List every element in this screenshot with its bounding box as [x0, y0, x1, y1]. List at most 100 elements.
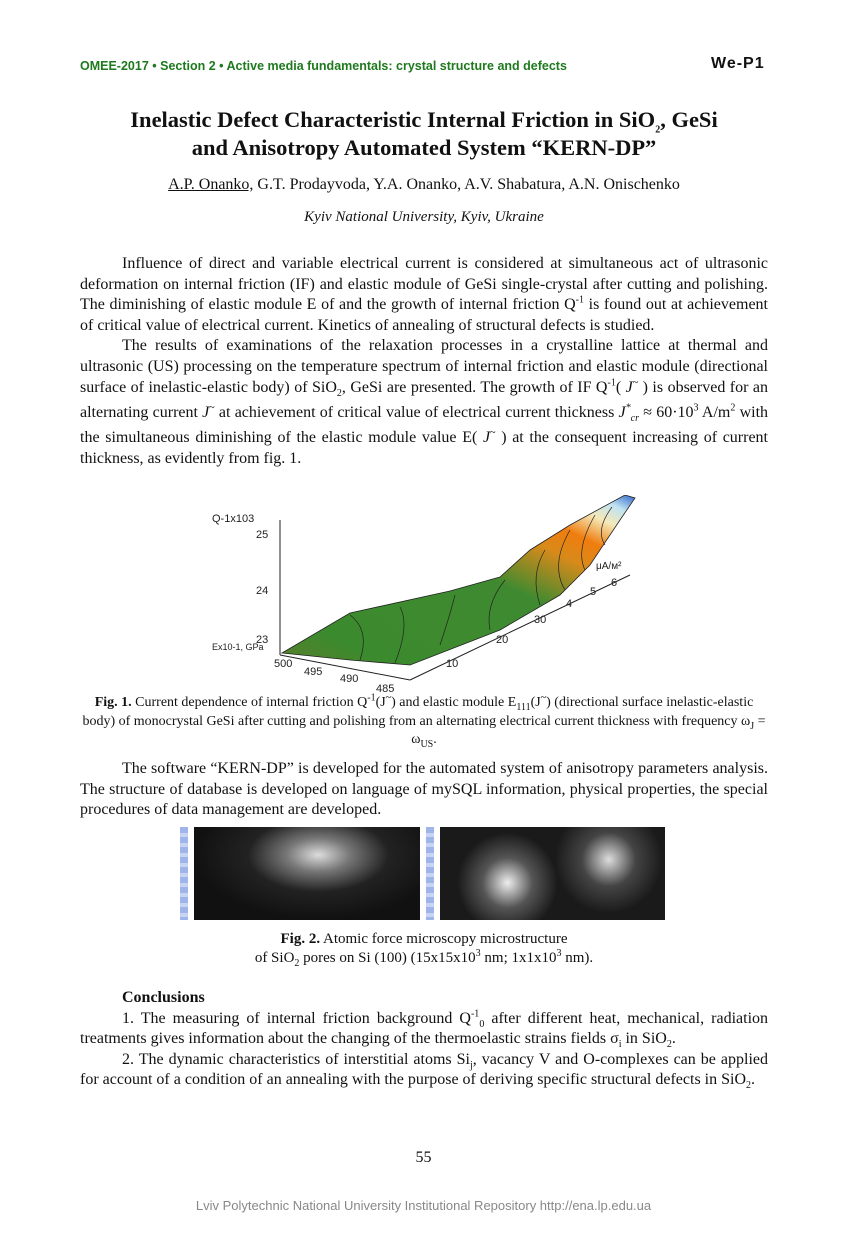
text: The results of examinations of the relax… — [80, 337, 768, 396]
symbol-j: J — [618, 404, 626, 422]
presenting-author: A.P. Onanko, — [168, 176, 254, 193]
text: (J — [375, 695, 386, 710]
abstract-body: Influence of direct and variable electri… — [80, 254, 768, 469]
y-axis-label: Ex10-1, GPa — [212, 642, 264, 652]
text: after different heat, mechanical, radiat… — [80, 1009, 769, 1048]
afm-image-left — [194, 827, 420, 920]
text: . — [433, 732, 437, 747]
sub: cr — [630, 413, 639, 425]
conclusion-2: 2. The dynamic characteristics of inters… — [80, 1050, 768, 1091]
paragraph-3-wrap: The software “KERN-DP” is developed for … — [80, 759, 768, 821]
z-axis-label: Q-1x103 — [212, 513, 254, 525]
sup: ~ — [632, 377, 639, 389]
surface — [280, 495, 636, 666]
text: nm). — [561, 949, 594, 966]
sub: 2 — [746, 1080, 752, 1092]
text: nm; 1x1x10 — [480, 949, 557, 966]
sub: i — [618, 1039, 622, 1051]
text: . — [751, 1071, 756, 1089]
x-tick: 10 — [446, 658, 458, 670]
text: ) and elastic module E — [391, 695, 517, 710]
conclusions-heading: Conclusions — [122, 989, 205, 1006]
text: ) is observed for an alternating current — [80, 378, 769, 422]
image-scale-bar — [425, 827, 434, 920]
x-tick: 4 — [566, 598, 572, 610]
sub: 2 — [294, 957, 300, 969]
paragraph-1: Influence of direct and variable electri… — [80, 254, 768, 336]
text: Influence of direct and variable electri… — [80, 255, 768, 314]
image-scale-bar — [180, 827, 188, 920]
y-tick: 495 — [304, 666, 322, 678]
figure-2-caption: Fig. 2. Atomic force microscopy microstr… — [80, 930, 768, 969]
sup: -1 — [367, 692, 376, 704]
authors: A.P. Onanko, G.T. Prodayvoda, Y.A. Onank… — [80, 176, 768, 194]
title-text: , GeSi — [660, 107, 718, 132]
y-tick: 500 — [274, 658, 292, 670]
text: A/m — [698, 404, 731, 422]
sup: ~ — [385, 692, 392, 704]
text: Atomic force microscopy microstructure — [320, 931, 568, 947]
x-tick: 30 — [534, 614, 546, 626]
x-tick: 5 — [590, 586, 596, 598]
conclusions: Conclusions 1. The measuring of internal… — [80, 988, 768, 1091]
y-tick: 485 — [376, 683, 394, 695]
paragraph-3: The software “KERN-DP” is developed for … — [80, 760, 768, 819]
figure-2-afm-images — [180, 827, 665, 920]
caption-label: Fig. 1. — [94, 695, 132, 710]
sup: -1 — [607, 377, 616, 389]
text: = ω — [411, 713, 766, 748]
text: ≈ 60·10 — [638, 404, 694, 422]
sup: ~ — [490, 427, 496, 439]
symbol-j: J — [482, 429, 491, 447]
sub: US — [420, 738, 434, 750]
title-text: and Anisotropy Automated System “KERN-DP… — [191, 135, 657, 160]
text: of SiO — [254, 949, 295, 966]
sub: 0 — [479, 1018, 485, 1030]
contour-lines — [349, 506, 613, 664]
text: . — [671, 1030, 676, 1048]
x-axis-label: μA/м² — [596, 561, 622, 572]
sup: * — [625, 402, 631, 414]
running-header: OMEE-2017 • Section 2 • Active media fun… — [80, 59, 567, 73]
text: ( — [615, 378, 626, 396]
sup: -1 — [575, 294, 584, 306]
sub: j — [469, 1059, 473, 1071]
affiliation: Kyiv National University, Kyiv, Ukraine — [304, 209, 544, 225]
conclusion-1: 1. The measuring of internal friction ba… — [80, 1009, 768, 1050]
z-tick: 23 — [256, 634, 268, 646]
sup: -1 — [470, 1008, 480, 1020]
caption-label: Fig. 2. — [280, 931, 321, 947]
text: ) (directional surface inelastic-elastic… — [82, 695, 754, 729]
afm-image-right — [439, 827, 665, 920]
axes — [279, 520, 631, 681]
co-authors: G.T. Prodayvoda, Y.A. Onanko, A.V. Shaba… — [253, 176, 680, 193]
sup: 3 — [475, 947, 481, 959]
figure-1-caption: Fig. 1. Current dependence of internal f… — [80, 692, 768, 750]
text: 1. The measuring of internal friction ba… — [122, 1009, 471, 1027]
sub: J — [750, 720, 755, 732]
z-tick: 24 — [256, 585, 268, 597]
symbol-j: J — [202, 404, 210, 422]
text: , vacancy V and O-complexes can be appli… — [80, 1050, 768, 1089]
sup: 3 — [693, 402, 699, 414]
paper-code: We-P1 — [711, 55, 765, 72]
sup: ~ — [209, 402, 215, 414]
text: , GeSi are presented. The growth of IF Q — [341, 378, 608, 396]
sup: ~ — [540, 692, 547, 704]
x-tick: 6 — [611, 577, 617, 589]
paper-title: Inelastic Defect Characteristic Internal… — [80, 106, 768, 162]
z-tick: 25 — [256, 529, 268, 541]
sub: 2 — [336, 387, 342, 399]
text: ) at the consequent increasing of curren… — [80, 429, 769, 467]
title-sub: 2 — [655, 124, 661, 136]
title-text: Inelastic Defect Characteristic Internal… — [130, 107, 656, 132]
text: in SiO — [621, 1030, 667, 1048]
sup: 3 — [556, 947, 562, 959]
text: pores on Si (100) (15x15x10 — [299, 949, 476, 966]
text: Current dependence of internal friction … — [131, 695, 368, 710]
symbol-j: J — [625, 378, 633, 396]
text: is found out at achievement of critical … — [80, 296, 768, 334]
page-number: 55 — [415, 1149, 432, 1166]
sub: 2 — [666, 1039, 672, 1051]
